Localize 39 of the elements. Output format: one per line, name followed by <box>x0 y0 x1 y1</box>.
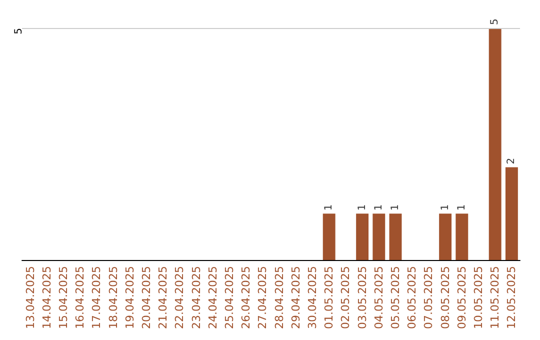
x-tick-label: 14.04.2025 <box>40 266 54 330</box>
data-label: 1 <box>324 204 335 211</box>
x-tick-label: 26.04.2025 <box>240 266 253 330</box>
x-tick-label: 01.05.2025 <box>322 266 336 330</box>
x-tick-label: 06.05.2025 <box>406 266 419 330</box>
x-tick-label: 30.04.2025 <box>306 266 319 330</box>
x-tick-label: 20.04.2025 <box>140 266 153 330</box>
x-tick-label: 17.04.2025 <box>90 266 104 330</box>
x-tick-label: 13.04.2025 <box>24 266 37 330</box>
x-tick-label: 12.05.2025 <box>505 266 518 330</box>
x-tick-label: 23.04.2025 <box>190 266 203 330</box>
x-tick-label: 10.05.2025 <box>472 266 485 330</box>
x-tick-label: 03.05.2025 <box>356 266 369 330</box>
data-label: 1 <box>390 204 401 211</box>
ref-line-label: 5 <box>14 28 24 34</box>
x-tick-label: 02.05.2025 <box>339 266 352 330</box>
data-label: 2 <box>506 158 518 164</box>
x-tick-label: 24.04.2025 <box>206 266 220 330</box>
x-tick-label: 22.04.2025 <box>173 266 186 330</box>
x-tick-label: 08.05.2025 <box>438 266 452 330</box>
data-label: 5 <box>490 18 501 25</box>
x-tick-label: 18.04.2025 <box>106 266 120 330</box>
x-tick-label: 09.05.2025 <box>455 266 468 330</box>
x-tick-label: 07.05.2025 <box>422 266 436 330</box>
x-tick-label: 19.04.2025 <box>123 266 136 330</box>
x-tick-label: 28.04.2025 <box>272 266 286 330</box>
data-label: 1 <box>440 204 451 211</box>
x-tick-label: 27.04.2025 <box>256 266 270 330</box>
data-label: 1 <box>456 204 468 211</box>
x-tick-label: 15.04.2025 <box>57 266 70 330</box>
data-label: 1 <box>373 204 384 211</box>
x-tick-label: 11.05.2025 <box>488 266 502 330</box>
x-tick-label: 29.04.2025 <box>289 266 302 330</box>
x-tick-label: 05.05.2025 <box>389 266 402 330</box>
x-tick-label: 16.04.2025 <box>74 266 87 330</box>
x-tick-label: 25.04.2025 <box>223 266 236 330</box>
x-tick-label: 04.05.2025 <box>372 266 386 330</box>
data-label: 1 <box>356 204 368 211</box>
x-tick-label: 21.04.2025 <box>156 266 170 330</box>
